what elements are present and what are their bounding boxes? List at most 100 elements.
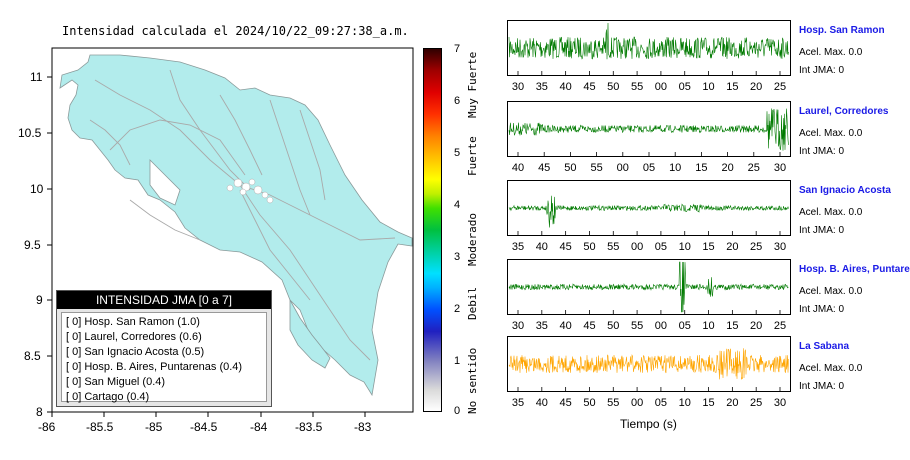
station-max-accel: Acel. Max. 0.0 [799, 47, 863, 58]
waveform-tick-label: 15 [702, 397, 715, 409]
x-tick: -84 [250, 420, 268, 434]
waveform-tick-label: 55 [607, 241, 620, 253]
waveform-tick-label: 05 [642, 162, 656, 174]
waveform-tick-label: 35 [535, 320, 548, 332]
colorbar-tick: 6 [454, 95, 461, 107]
colorbar-category: Moderado [466, 213, 479, 266]
waveform-tick-label: 50 [607, 320, 620, 332]
waveform-tick-label: 30 [511, 81, 525, 93]
intensity-colorbar [423, 48, 442, 412]
station-name: La Sabana [799, 341, 850, 352]
waveform-tick-label: 20 [750, 320, 763, 332]
station-max-accel: Acel. Max. 0.0 [799, 128, 863, 139]
y-tick: 8.5 [24, 349, 41, 363]
station-jma-intensity: Int JMA: 0 [799, 381, 845, 392]
colorbar-tick: 2 [454, 303, 461, 315]
waveform-tick-label: 55 [630, 320, 644, 332]
colorbar-category: Muy Fuerte [466, 51, 479, 118]
waveform-tick-label: 50 [564, 162, 577, 174]
colorbar-tick: 4 [454, 199, 461, 211]
waveform-trace [508, 22, 789, 60]
colorbar-tick: 7 [454, 43, 461, 55]
colorbar-tick: 0 [454, 405, 461, 417]
y-tick: 9 [36, 293, 43, 307]
legend-item: [ 0] San Miguel (0.4) [66, 376, 166, 388]
legend-item: [ 0] Laurel, Corredores (0.6) [66, 331, 202, 343]
waveform-tick-label: 30 [773, 241, 787, 253]
waveform-trace [508, 261, 789, 313]
waveform-tick-label: 35 [535, 81, 548, 93]
waveform-tick-label: 45 [559, 397, 572, 409]
city-cluster [226, 178, 274, 204]
waveform-tick-label: 45 [583, 81, 596, 93]
y-tick: 9.5 [24, 238, 41, 252]
waveform-tick-label: 25 [750, 241, 763, 253]
road-network [89, 69, 396, 361]
y-tick: 11 [30, 70, 43, 84]
waveform-tick-label: 55 [607, 397, 620, 409]
colorbar-tick: 5 [454, 147, 461, 159]
waveform-tick-label: 40 [535, 241, 548, 253]
waveform-tick-label: 55 [630, 81, 644, 93]
waveform-tick-label: 25 [750, 397, 763, 409]
colorbar-category: No sentido [466, 347, 479, 414]
waveform-tick-label: 45 [538, 162, 551, 174]
waveform-trace [508, 108, 789, 151]
waveform-tick-label: 10 [678, 397, 691, 409]
waveform-tick-label: 00 [616, 162, 629, 174]
waveform-tick-label: 40 [535, 397, 548, 409]
station-max-accel: Acel. Max. 0.0 [799, 363, 863, 374]
station-jma-intensity: Int JMA: 0 [799, 146, 845, 157]
station-max-accel: Acel. Max. 0.0 [799, 207, 863, 218]
legend-item: [ 0] Hosp. San Ramon (1.0) [66, 316, 200, 328]
waveform-tick-label: 40 [559, 320, 572, 332]
waveform-tick-label: 30 [773, 162, 787, 174]
x-tick: -86 [38, 420, 56, 434]
waveform-tick-label: 30 [773, 397, 787, 409]
map-title: Intensidad calculada el 2024/10/22_09:27… [62, 24, 409, 38]
colorbar-category: Fuerte [466, 136, 479, 176]
waveform-tick-label: 35 [511, 241, 525, 253]
waveform-tick-label: 00 [654, 320, 668, 332]
waveform-tick-label: 10 [702, 81, 715, 93]
waveform-tick-label: 25 [773, 320, 787, 332]
y-tick: 8 [36, 405, 43, 419]
waveform-tick-label: 50 [583, 241, 596, 253]
x-tick: -85.5 [86, 420, 114, 434]
station-jma-intensity: Int JMA: 0 [799, 65, 845, 76]
waveform-tick-label: 20 [726, 241, 739, 253]
waveform-tick-label: 50 [583, 397, 596, 409]
waveform-trace [508, 348, 789, 380]
waveform-tick-label: 15 [702, 241, 715, 253]
x-tick: -83.5 [295, 420, 323, 434]
waveform-tick-label: 00 [630, 397, 644, 409]
station-jma-intensity: Int JMA: 0 [799, 225, 845, 236]
waveform-tick-label: 05 [654, 397, 668, 409]
legend-list: [ 0] Hosp. San Ramon (1.0) [ 0] Laurel, … [61, 312, 267, 403]
waveform-tick-label: 50 [607, 81, 620, 93]
time-axis-label: Tiempo (s) [620, 417, 677, 431]
legend-item: [ 0] San Ignacio Acosta (0.5) [66, 346, 205, 358]
waveform-tick-label: 40 [511, 162, 525, 174]
waveform-frame [507, 336, 791, 392]
waveform-tick-label: 25 [747, 162, 760, 174]
station-name: San Ignacio Acosta [799, 185, 891, 196]
station-name: Hosp. B. Aires, Puntare [799, 264, 910, 275]
x-tick: -83 [354, 420, 372, 434]
waveform-tick-label: 10 [678, 241, 691, 253]
waveform-tick-label: 20 [721, 162, 734, 174]
colorbar-tick: 3 [454, 251, 461, 263]
waveform-tick-label: 20 [726, 397, 739, 409]
colorbar-tick: 1 [454, 355, 461, 367]
station-jma-intensity: Int JMA: 0 [799, 304, 845, 315]
waveform-tick-label: 45 [559, 241, 572, 253]
waveform-tick-label: 00 [654, 81, 668, 93]
x-tick: -85 [145, 420, 163, 434]
waveform-trace [508, 195, 789, 228]
waveform-tick-label: 55 [590, 162, 603, 174]
waveform-tick-label: 35 [511, 397, 525, 409]
waveform-tick-label: 15 [726, 81, 739, 93]
waveform-tick-label: 45 [583, 320, 596, 332]
waveform-tick-label: 15 [695, 162, 708, 174]
station-max-accel: Acel. Max. 0.0 [799, 286, 863, 297]
